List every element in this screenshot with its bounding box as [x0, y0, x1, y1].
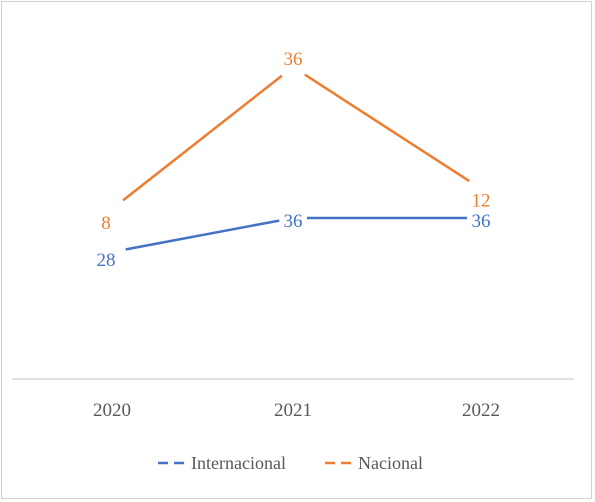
x-tick-label-2020: 2020	[93, 400, 131, 421]
series-nacional-segment-2	[304, 73, 470, 183]
data-label-nacional-2020: 8	[101, 213, 111, 234]
legend-label-nacional: Nacional	[358, 453, 423, 473]
legend-label-internacional: Internacional	[191, 453, 286, 473]
series-internacional-segment-1	[125, 219, 280, 251]
x-tick-label-2021: 2021	[274, 400, 312, 421]
data-label-internacional-2021: 36	[284, 211, 303, 232]
series-layer	[122, 73, 470, 251]
x-tick-layer: 2020 2021 2022	[93, 400, 500, 421]
data-label-internacional-2020: 28	[97, 250, 116, 271]
legend-item-nacional: Nacional	[325, 453, 423, 473]
legend: Internacional Nacional	[158, 453, 423, 473]
series-nacional-segment-1	[122, 74, 283, 202]
legend-item-internacional: Internacional	[158, 453, 286, 473]
data-label-nacional-2022: 12	[472, 191, 491, 212]
data-label-nacional-2021: 36	[284, 49, 303, 70]
x-tick-label-2022: 2022	[462, 400, 500, 421]
data-label-internacional-2022: 36	[472, 211, 491, 232]
